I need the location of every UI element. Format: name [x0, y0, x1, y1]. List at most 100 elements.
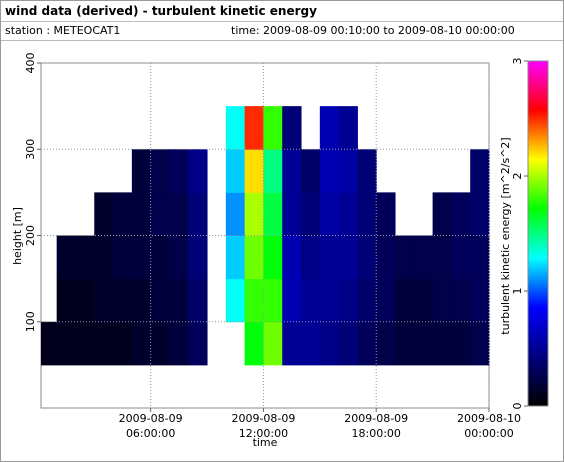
heat-cell [470, 192, 490, 236]
heat-cell [282, 321, 302, 366]
x-tick-label: 2009-08-09 12:00:00 [231, 412, 295, 440]
colorbar-tick-label: 3 [511, 58, 524, 65]
title: wind data (derived) - turbulent kinetic … [1, 1, 563, 22]
heat-cell [338, 192, 358, 236]
heat-cell [301, 278, 321, 323]
heat-cell [113, 192, 133, 236]
heat-cell [263, 192, 283, 236]
heat-cell [113, 278, 133, 323]
heat-cell [263, 106, 283, 150]
heat-cell [319, 235, 340, 280]
heat-cell [225, 235, 246, 280]
heat-cell [301, 321, 321, 366]
heat-cell [244, 278, 264, 323]
heat-cell [413, 278, 434, 323]
heat-cell [357, 149, 377, 193]
heat-cell [451, 192, 471, 236]
y-tick-label: 100 [24, 311, 37, 332]
heat-cell [188, 321, 208, 366]
colorbar-tick-label: 2 [511, 173, 524, 180]
station: station : METEOCAT1 [5, 24, 121, 37]
heat-cell [338, 278, 358, 323]
colorbar [527, 60, 549, 407]
heat-cell [319, 106, 340, 150]
heat-cell [263, 278, 283, 323]
x-axis-label: time [253, 436, 278, 449]
y-tick-label: 300 [24, 139, 37, 160]
heat-cell [225, 106, 246, 150]
heat-cell [432, 278, 452, 323]
heat-cell [357, 321, 377, 366]
heat-cell [41, 321, 58, 366]
heat-cell [376, 192, 396, 236]
heat-cell [395, 321, 415, 366]
heat-cell [131, 278, 152, 323]
heat-cell [338, 149, 358, 193]
heat-cell [319, 192, 340, 236]
chart: height [m] time turbulent kinetic energy… [11, 53, 549, 449]
heat-cell [169, 192, 189, 236]
colorbar-tick-label: 1 [511, 288, 524, 295]
heat-cell [413, 321, 434, 366]
heat-cell [188, 149, 208, 193]
heat-cell [150, 192, 170, 236]
heat-cell [131, 192, 152, 236]
heat-cell [225, 149, 246, 193]
info-bar: station : METEOCAT1 time: 2009-08-09 00:… [1, 22, 563, 41]
heat-cell [150, 235, 170, 280]
heat-cell [94, 321, 114, 366]
heat-cell [131, 149, 152, 193]
heat-cell [338, 235, 358, 280]
heat-cell [263, 321, 283, 366]
heat-cell [244, 149, 264, 193]
heat-cell [169, 321, 189, 366]
heat-cell [357, 235, 377, 280]
heat-cell [263, 149, 283, 193]
heat-cell [169, 278, 189, 323]
heat-cell [395, 278, 415, 323]
y-axis-label: height [m] [11, 207, 24, 265]
heat-cell [301, 149, 321, 193]
heat-cell [94, 192, 114, 236]
heat-cell [56, 321, 76, 366]
heat-cell [188, 192, 208, 236]
heat-cell [94, 235, 114, 280]
heat-cell [470, 235, 490, 280]
heat-cell [376, 321, 396, 366]
heat-cell [319, 149, 340, 193]
heat-cell [470, 321, 490, 366]
heat-cell [188, 235, 208, 280]
y-tick-label: 400 [24, 53, 37, 74]
heat-cell [94, 278, 114, 323]
heat-cell [319, 321, 340, 366]
heat-cell [169, 235, 189, 280]
heat-cell [244, 106, 264, 150]
heat-cell [338, 321, 358, 366]
heat-cell [56, 278, 76, 323]
heat-cell [301, 235, 321, 280]
heat-cell [395, 235, 415, 280]
heat-cell [301, 192, 321, 236]
heat-cell [150, 278, 170, 323]
heat-cell [75, 278, 95, 323]
heat-cell [150, 321, 170, 366]
heat-cell [432, 235, 452, 280]
x-tick-label: 2009-08-10 00:00:00 [457, 412, 521, 440]
heat-cell [282, 192, 302, 236]
heat-cell [451, 321, 471, 366]
heat-cell [432, 321, 452, 366]
heat-cell [131, 235, 152, 280]
heat-cell [282, 149, 302, 193]
x-tick-label: 2009-08-09 06:00:00 [119, 412, 183, 440]
heat-cell [244, 321, 264, 366]
colorbar-tick-label: 0 [511, 403, 524, 410]
heat-cell [225, 278, 246, 323]
heat-cell [113, 321, 133, 366]
heat-cell [413, 235, 434, 280]
heat-cell [282, 278, 302, 323]
heat-cell [150, 149, 170, 193]
heat-cell [319, 278, 340, 323]
heat-cell [451, 235, 471, 280]
heat-cell [357, 278, 377, 323]
